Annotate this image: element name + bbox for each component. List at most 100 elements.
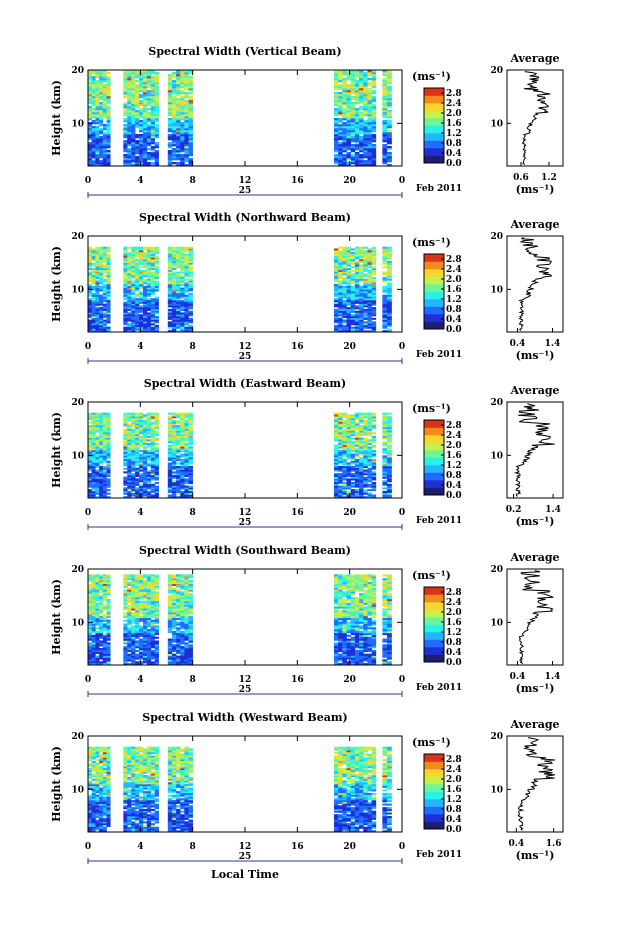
y-axis-label: Height (km): [50, 80, 63, 156]
heatmap-cell: [176, 412, 181, 415]
heatmap-cell: [150, 494, 156, 497]
heatmap-cell: [131, 638, 136, 641]
heatmap-cell: [142, 414, 148, 417]
heatmap-cell: [139, 442, 144, 445]
heatmap-cell: [350, 122, 356, 125]
heatmap-cell: [354, 146, 360, 149]
heatmap-cell: [139, 122, 144, 125]
heatmap-cell: [188, 441, 193, 444]
heatmap-cell: [154, 72, 159, 75]
heatmap-cell: [184, 301, 189, 304]
heatmap-cell: [363, 90, 368, 93]
heatmap-cell: [123, 271, 128, 274]
heatmap-cell: [91, 437, 96, 440]
heatmap-cell: [350, 330, 356, 333]
heatmap-cell: [382, 416, 388, 419]
avg-y-tick-label: 20: [490, 232, 503, 242]
heatmap-cell: [171, 98, 177, 101]
heatmap-cell: [150, 412, 156, 415]
heatmap-cell: [359, 473, 364, 476]
heatmap-cell: [131, 122, 136, 125]
heatmap-cell: [142, 122, 148, 125]
heatmap-cell: [367, 412, 372, 415]
heatmap-cell: [333, 74, 339, 77]
heatmap-cell: [88, 442, 93, 445]
heatmap-cell: [363, 489, 368, 492]
heatmap-cell: [150, 460, 156, 463]
heatmap-cell: [95, 581, 100, 585]
heatmap-cell: [350, 276, 356, 279]
heatmap-cell: [184, 478, 189, 481]
heatmap-cell: [333, 128, 339, 131]
heatmap-cell: [135, 480, 140, 483]
heatmap-cell: [180, 305, 185, 308]
heatmap-cell: [150, 106, 156, 109]
heatmap-cell: [127, 638, 132, 641]
heatmap-cell: [88, 466, 93, 469]
heatmap-cell: [342, 312, 347, 315]
heatmap-cell: [102, 264, 107, 267]
heatmap-cell: [106, 646, 111, 649]
heatmap-cell: [142, 266, 148, 269]
heatmap-cell: [135, 70, 140, 73]
heatmap-cell: [139, 631, 144, 634]
heatmap-cell: [350, 136, 356, 139]
heatmap-cell: [99, 595, 104, 598]
heatmap-cell: [131, 154, 136, 157]
heatmap-cell: [184, 426, 189, 429]
heatmap-cell: [342, 455, 347, 458]
heatmap-cell: [167, 485, 173, 488]
heatmap-cell: [371, 437, 377, 440]
heatmap-cell: [99, 462, 104, 465]
heatmap-cell: [102, 284, 107, 287]
heatmap-cell: [150, 102, 156, 105]
heatmap-cell: [88, 262, 93, 265]
heatmap-cell: [127, 271, 132, 274]
heatmap-cell: [88, 478, 93, 481]
heatmap-cell: [150, 300, 156, 303]
heatmap-cell: [346, 126, 352, 129]
heatmap-cell: [154, 154, 159, 157]
heatmap-cell: [95, 116, 100, 119]
heatmap-cell: [354, 84, 360, 87]
heatmap-cell: [342, 310, 347, 313]
heatmap-cell: [359, 416, 364, 419]
heatmap-cell: [106, 418, 111, 421]
heatmap-cell: [106, 140, 111, 143]
heatmap-cell: [106, 122, 111, 125]
avg-y-tick-label: 20: [490, 398, 503, 408]
heatmap-cell: [371, 446, 377, 449]
heatmap-cell: [88, 632, 93, 636]
heatmap-cell: [150, 462, 156, 465]
heatmap-cell: [363, 419, 368, 422]
heatmap-cell: [386, 98, 392, 101]
heatmap-cell: [180, 76, 185, 79]
heatmap-cell: [386, 455, 392, 458]
heatmap-cell: [371, 246, 377, 249]
heatmap-cell: [184, 464, 189, 467]
heatmap-cell: [333, 269, 339, 272]
heatmap-cell: [142, 638, 148, 641]
heatmap-cell: [338, 92, 343, 95]
heatmap-cell: [150, 150, 156, 153]
heatmap-cell: [338, 112, 343, 115]
heatmap-cell: [131, 490, 136, 493]
heatmap-cell: [184, 291, 189, 294]
heatmap-cell: [131, 485, 136, 488]
heatmap-cell: [91, 587, 96, 590]
heatmap-cell: [184, 136, 189, 139]
heatmap-cell: [184, 160, 189, 163]
heatmap-cell: [346, 474, 352, 477]
heatmap-cell: [99, 574, 104, 577]
heatmap-cell: [139, 130, 144, 133]
heatmap-cell: [382, 464, 388, 467]
heatmap-cell: [176, 82, 181, 85]
heatmap-cell: [171, 458, 177, 461]
heatmap-cell: [354, 462, 360, 465]
heatmap-cell: [382, 455, 388, 458]
heatmap-cell: [95, 593, 100, 596]
heatmap-cell: [338, 276, 343, 279]
heatmap-cell: [176, 473, 181, 476]
heatmap-cell: [188, 474, 193, 477]
heatmap-cell: [359, 96, 364, 99]
